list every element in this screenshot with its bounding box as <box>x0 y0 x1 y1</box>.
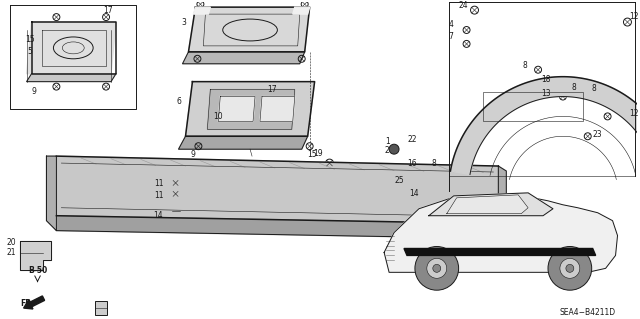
Text: 10: 10 <box>214 112 223 121</box>
Circle shape <box>389 144 399 154</box>
Polygon shape <box>207 90 295 129</box>
Text: 7: 7 <box>448 33 453 41</box>
Polygon shape <box>179 136 308 149</box>
Bar <box>172 206 180 216</box>
Text: 14: 14 <box>153 211 163 220</box>
Circle shape <box>369 184 379 194</box>
Text: 1: 1 <box>385 137 390 146</box>
Polygon shape <box>499 166 506 241</box>
Polygon shape <box>56 216 499 239</box>
Text: FR.: FR. <box>20 299 35 308</box>
Text: 11: 11 <box>154 191 163 200</box>
Polygon shape <box>47 156 56 231</box>
Text: 9: 9 <box>31 87 36 96</box>
Text: 8: 8 <box>431 159 436 167</box>
Text: 18: 18 <box>541 75 551 84</box>
Text: 3: 3 <box>181 18 186 26</box>
Polygon shape <box>186 82 315 136</box>
Text: 8: 8 <box>523 61 527 70</box>
Polygon shape <box>451 77 640 174</box>
Text: 15: 15 <box>25 35 35 44</box>
Polygon shape <box>218 97 255 121</box>
Text: 14: 14 <box>409 189 419 198</box>
Polygon shape <box>189 7 310 52</box>
Polygon shape <box>182 52 305 64</box>
Bar <box>95 301 107 315</box>
Text: 16: 16 <box>407 159 417 167</box>
Text: 22: 22 <box>407 135 417 144</box>
FancyArrow shape <box>24 296 45 309</box>
Text: 5: 5 <box>27 47 32 56</box>
Text: 19: 19 <box>313 149 323 158</box>
Text: 11: 11 <box>154 179 163 189</box>
Text: 8: 8 <box>591 84 596 93</box>
Circle shape <box>433 264 441 272</box>
Text: 15: 15 <box>307 150 316 159</box>
Text: 17: 17 <box>267 85 276 94</box>
Circle shape <box>427 258 447 278</box>
Text: 17: 17 <box>103 6 113 15</box>
Polygon shape <box>27 22 116 74</box>
Polygon shape <box>56 156 499 224</box>
Polygon shape <box>260 97 295 121</box>
Text: 13: 13 <box>541 89 551 98</box>
Polygon shape <box>292 7 310 14</box>
Circle shape <box>548 247 592 290</box>
Text: 8: 8 <box>572 83 576 92</box>
Text: 4: 4 <box>448 19 453 28</box>
Text: 24: 24 <box>459 1 468 10</box>
Circle shape <box>566 264 574 272</box>
Text: B-50: B-50 <box>28 266 47 275</box>
Text: 2: 2 <box>385 146 390 155</box>
Polygon shape <box>193 7 211 14</box>
Text: 12: 12 <box>630 11 639 21</box>
Text: 20: 20 <box>7 238 17 247</box>
Text: 6: 6 <box>176 97 181 106</box>
Circle shape <box>380 165 388 173</box>
Circle shape <box>415 247 459 290</box>
Polygon shape <box>384 196 618 272</box>
Bar <box>483 92 583 121</box>
Text: 9: 9 <box>190 150 195 159</box>
Text: 21: 21 <box>7 248 17 257</box>
Text: SEA4−B4211D: SEA4−B4211D <box>559 308 616 316</box>
Polygon shape <box>429 193 553 216</box>
Circle shape <box>389 169 399 179</box>
Circle shape <box>560 258 580 278</box>
Text: 25: 25 <box>394 176 404 185</box>
Polygon shape <box>27 74 116 82</box>
Polygon shape <box>404 249 596 256</box>
Polygon shape <box>20 241 51 270</box>
Text: 23: 23 <box>593 130 602 139</box>
Polygon shape <box>447 195 528 214</box>
Text: 12: 12 <box>630 109 639 118</box>
